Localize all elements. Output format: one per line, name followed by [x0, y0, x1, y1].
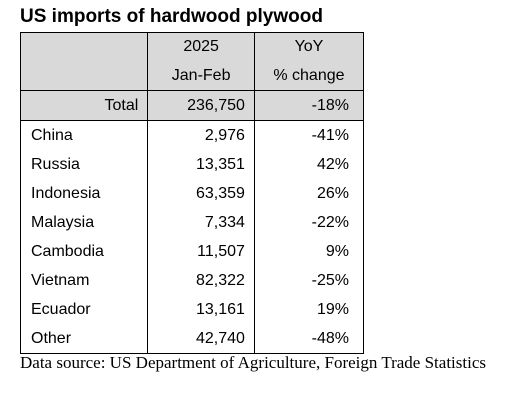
header-blank-cell: [19, 61, 148, 91]
header-change-line1: YoY: [253, 32, 365, 61]
header-period-line2: Jan-Feb: [147, 61, 255, 91]
value-cell: 13,161: [147, 295, 255, 324]
header-change-line2: % change: [253, 61, 365, 91]
header-blank-cell: [19, 32, 148, 61]
value-cell: 63,359: [147, 179, 255, 208]
value-cell: 42,740: [147, 324, 255, 354]
total-change: -18%: [253, 90, 365, 121]
change-cell: -48%: [253, 324, 365, 354]
chart-title: US imports of hardwood plywood: [20, 6, 323, 27]
total-row: Total 236,750 -18%: [19, 90, 365, 121]
value-cell: 13,351: [147, 150, 255, 179]
country-cell: Ecuador: [19, 295, 148, 324]
change-cell: 26%: [253, 179, 365, 208]
value-cell: 11,507: [147, 237, 255, 266]
value-cell: 2,976: [147, 120, 255, 150]
header-period-line1: 2025: [147, 32, 255, 61]
total-label: Total: [19, 90, 148, 121]
change-cell: 19%: [253, 295, 365, 324]
country-cell: Cambodia: [19, 237, 148, 266]
country-cell: Malaysia: [19, 208, 148, 237]
table-row: Cambodia 11,507 9%: [19, 237, 365, 266]
country-cell: Vietnam: [19, 266, 148, 295]
change-cell: 9%: [253, 237, 365, 266]
table-row: Vietnam 82,322 -25%: [19, 266, 365, 295]
change-cell: -22%: [253, 208, 365, 237]
imports-table: 2025 YoY Jan-Feb % change Total 236,750 …: [19, 32, 365, 354]
table-row: Ecuador 13,161 19%: [19, 295, 365, 324]
table-row: Malaysia 7,334 -22%: [19, 208, 365, 237]
total-value: 236,750: [147, 90, 255, 121]
change-cell: -41%: [253, 120, 365, 150]
data-source-note: Data source: US Department of Agricultur…: [20, 353, 486, 372]
table-row: Russia 13,351 42%: [19, 150, 365, 179]
value-cell: 7,334: [147, 208, 255, 237]
table-row: Other 42,740 -48%: [19, 324, 365, 354]
country-cell: China: [19, 120, 148, 150]
country-cell: Russia: [19, 150, 148, 179]
header-row-2: Jan-Feb % change: [19, 61, 365, 91]
country-cell: Other: [19, 324, 148, 354]
value-cell: 82,322: [147, 266, 255, 295]
header-row-1: 2025 YoY: [19, 32, 365, 61]
country-cell: Indonesia: [19, 179, 148, 208]
table-row: China 2,976 -41%: [19, 120, 365, 150]
change-cell: 42%: [253, 150, 365, 179]
table-row: Indonesia 63,359 26%: [19, 179, 365, 208]
change-cell: -25%: [253, 266, 365, 295]
